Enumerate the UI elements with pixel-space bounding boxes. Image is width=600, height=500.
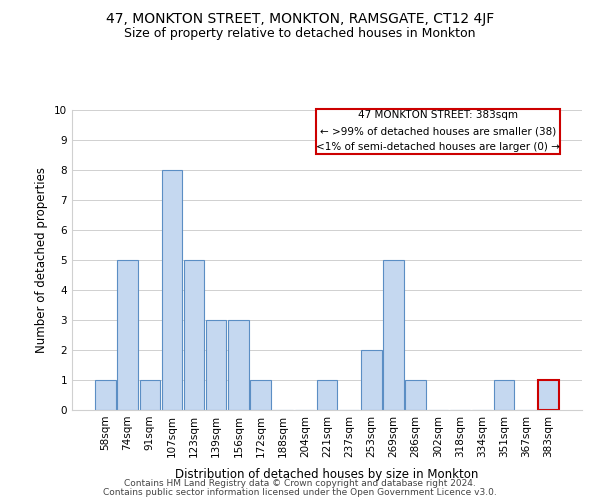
Text: ← >99% of detached houses are smaller (38): ← >99% of detached houses are smaller (3… — [320, 126, 556, 136]
Bar — [250, 380, 271, 410]
Bar — [184, 260, 204, 410]
Y-axis label: Number of detached properties: Number of detached properties — [35, 167, 49, 353]
Bar — [494, 380, 514, 410]
Bar — [140, 380, 160, 410]
Bar — [228, 320, 248, 410]
Bar — [538, 380, 559, 410]
Bar — [361, 350, 382, 410]
Text: <1% of semi-detached houses are larger (0) →: <1% of semi-detached houses are larger (… — [316, 142, 560, 152]
Bar — [161, 170, 182, 410]
Bar — [316, 108, 560, 154]
Bar — [95, 380, 116, 410]
Bar — [383, 260, 404, 410]
Text: 47, MONKTON STREET, MONKTON, RAMSGATE, CT12 4JF: 47, MONKTON STREET, MONKTON, RAMSGATE, C… — [106, 12, 494, 26]
Text: 47 MONKTON STREET: 383sqm: 47 MONKTON STREET: 383sqm — [358, 110, 518, 120]
Text: Contains HM Land Registry data © Crown copyright and database right 2024.: Contains HM Land Registry data © Crown c… — [124, 478, 476, 488]
Bar — [206, 320, 226, 410]
X-axis label: Distribution of detached houses by size in Monkton: Distribution of detached houses by size … — [175, 468, 479, 481]
Text: Size of property relative to detached houses in Monkton: Size of property relative to detached ho… — [124, 28, 476, 40]
Bar — [406, 380, 426, 410]
Bar — [317, 380, 337, 410]
Bar — [118, 260, 138, 410]
Text: Contains public sector information licensed under the Open Government Licence v3: Contains public sector information licen… — [103, 488, 497, 497]
